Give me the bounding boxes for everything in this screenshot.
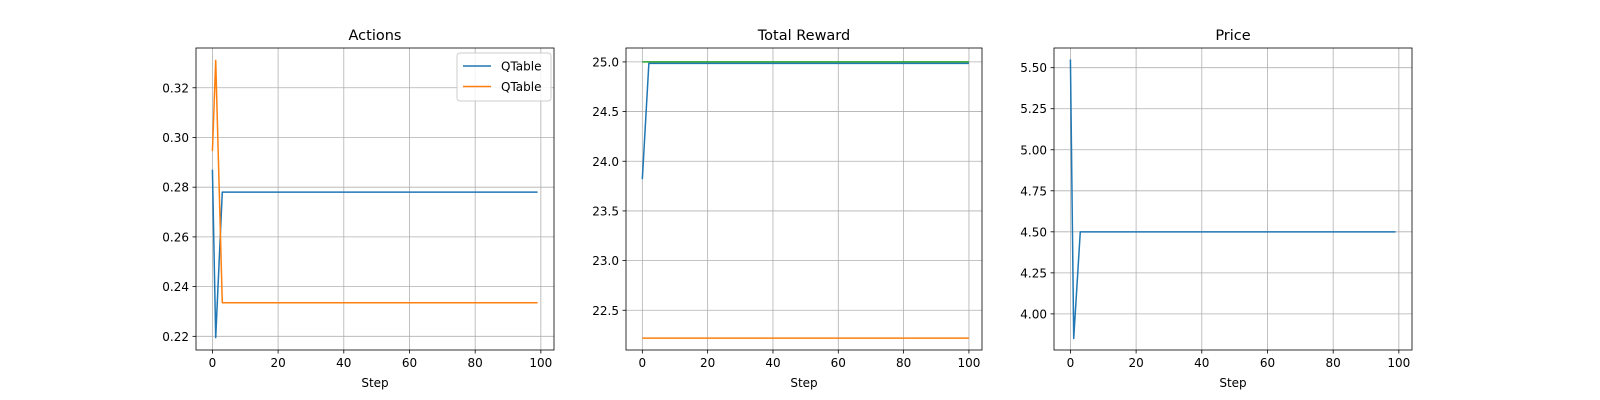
x-tick-label: 100	[529, 356, 552, 370]
chart-title: Actions	[349, 28, 402, 44]
x-tick-label: 0	[209, 356, 217, 370]
y-tick-label: 0.26	[162, 230, 189, 244]
x-tick-label: 80	[468, 356, 483, 370]
x-tick-label: 0	[639, 356, 647, 370]
x-tick-label: 20	[700, 356, 715, 370]
series-line-1	[641, 62, 969, 180]
y-tick-label: 24.0	[592, 155, 619, 169]
x-tick-label: 80	[896, 356, 911, 370]
y-tick-label: 5.00	[1020, 143, 1047, 157]
legend-frame	[456, 52, 552, 102]
chart-title: Price	[1215, 28, 1250, 44]
y-tick-label: 5.25	[1020, 102, 1047, 116]
y-tick-label: 0.32	[162, 81, 189, 95]
y-tick-label: 0.22	[162, 330, 189, 344]
x-tick-label: 80	[1326, 356, 1341, 370]
x-tick-label: 40	[765, 356, 780, 370]
y-tick-label: 0.24	[162, 280, 189, 294]
series-line-1	[211, 169, 538, 339]
x-tick-label: 20	[270, 356, 285, 370]
axes-frame	[1053, 47, 1413, 351]
y-tick-label: 4.50	[1020, 225, 1047, 239]
x-tick-label: 0	[1067, 356, 1075, 370]
chart-actions: 0 20 40 60 80 100 0.22 0.24 0.26 0.28 0.30 0.32 Acti…	[162, 28, 555, 390]
chart-price: 0 20 40 60 80 100 4.00 4.25 4.50 4.75 5.00 5.25 5.50…	[1020, 28, 1413, 390]
x-tick-label: 100	[957, 356, 980, 370]
y-tick-label: 4.00	[1020, 307, 1047, 321]
y-tick-label: 4.75	[1020, 184, 1047, 198]
x-tick-label: 100	[1387, 356, 1410, 370]
x-tick-label: 40	[1194, 356, 1209, 370]
x-axis-label: Step	[1219, 376, 1246, 390]
legend-label-1: QTable	[501, 60, 541, 74]
y-tick-label: 5.50	[1020, 61, 1047, 75]
y-tick-label: 24.5	[592, 105, 619, 119]
axes-frame	[195, 47, 555, 351]
legend-label-2: QTable	[501, 80, 541, 94]
x-axis-label: Step	[790, 376, 817, 390]
x-tick-label: 60	[402, 356, 417, 370]
y-tick-label: 25.0	[592, 55, 619, 69]
y-tick-label: 23.5	[592, 204, 619, 218]
x-tick-label: 60	[1260, 356, 1275, 370]
charts-container: 0 20 40 60 80 100 0.22 0.24 0.26 0.28 0.30 0.32 Acti…	[162, 28, 1413, 390]
plot-area	[626, 48, 982, 350]
legend: QTable QTable	[456, 52, 552, 102]
series-line-2	[211, 59, 538, 304]
chart-total-reward: 0 20 40 60 80 100 22.5 23.0 23.5 24.0 24.5 25.0 Tota…	[592, 28, 983, 390]
x-tick-label: 60	[831, 356, 846, 370]
x-tick-label: 20	[1128, 356, 1143, 370]
y-tick-label: 0.30	[162, 131, 189, 145]
x-tick-label: 40	[336, 356, 351, 370]
y-tick-label: 23.0	[592, 254, 619, 268]
plot-area	[1054, 48, 1412, 350]
chart-title: Total Reward	[757, 28, 850, 44]
y-tick-label: 0.28	[162, 181, 189, 195]
x-axis-label: Step	[361, 376, 388, 390]
axes-frame	[625, 47, 983, 351]
y-tick-label: 22.5	[592, 304, 619, 318]
series-line-1	[1069, 59, 1396, 340]
y-tick-label: 4.25	[1020, 266, 1047, 280]
